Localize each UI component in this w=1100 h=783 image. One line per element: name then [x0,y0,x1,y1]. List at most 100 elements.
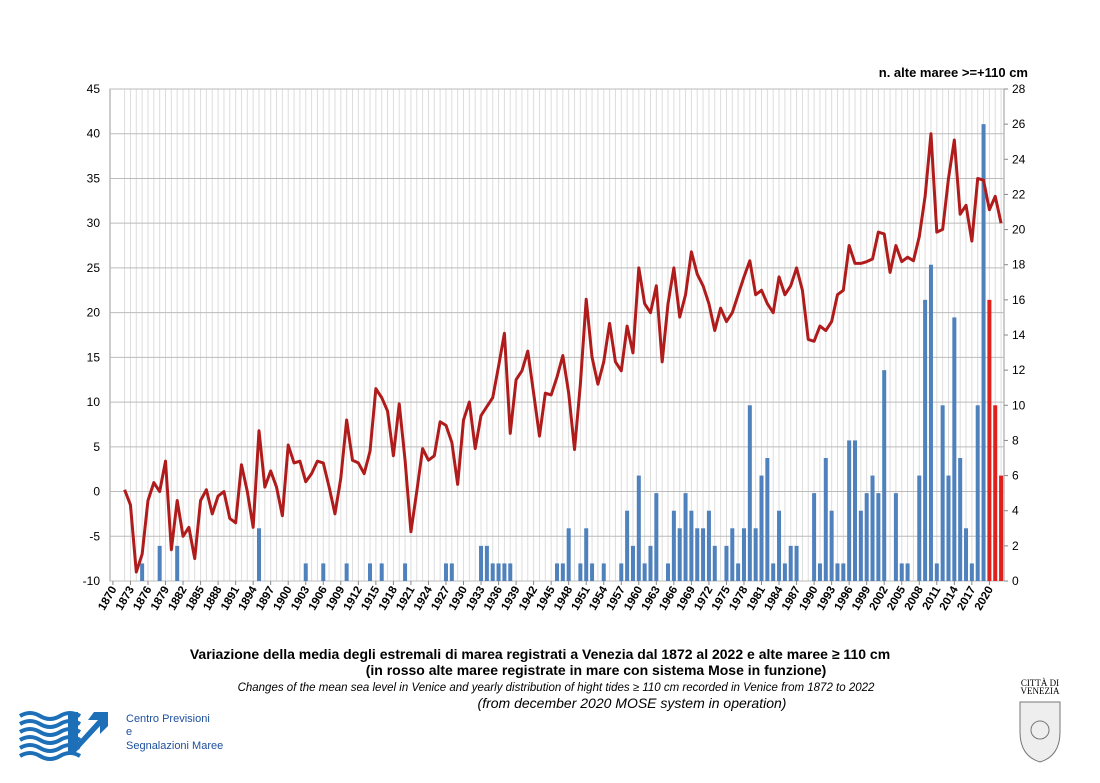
bar [812,493,817,581]
bar [712,545,717,581]
bar [630,545,635,581]
bar [858,510,863,581]
bar [882,370,887,581]
bar [578,563,583,581]
y2-tick-label: 20 [1012,223,1026,237]
bar [303,563,308,581]
bar [899,563,904,581]
bar [619,563,624,581]
bar [765,458,770,581]
logo-text: Centro Previsioni [126,713,210,725]
bar [753,528,758,581]
bar [724,545,729,581]
bar [741,528,746,581]
bar [671,510,676,581]
y2-tick-label: 10 [1012,398,1026,412]
bar [443,563,448,581]
bar [695,528,700,581]
caption: Changes of the mean sea level in Venice … [238,682,875,694]
bar [964,528,969,581]
city-crest-detail [1030,720,1050,740]
bar [449,563,454,581]
y2-tick-label: 14 [1012,328,1026,342]
bar [140,563,145,581]
bar [636,475,641,581]
bar [905,563,910,581]
bar [893,493,898,581]
bar [952,317,957,581]
bar [321,563,326,581]
chart-subtitle: (in rosso alte maree registrate in mare … [366,662,827,678]
bar [759,475,764,581]
bar [502,563,507,581]
chart-title: Variazione della media degli estremali d… [190,646,890,662]
bar [508,563,513,581]
y-tick-label: -5 [89,529,100,543]
logo-text: Segnalazioni Maree [126,740,223,752]
y2-tick-label: 18 [1012,258,1026,272]
bar [841,563,846,581]
bar [642,563,647,581]
y-tick-label: 45 [87,82,101,96]
bar [625,510,630,581]
y-tick-label: 10 [87,395,101,409]
bar [555,563,559,581]
y-tick-label: 5 [93,440,100,454]
y2-tick-label: 24 [1012,152,1026,166]
y-tick-label: 25 [87,261,101,275]
bar [934,563,939,581]
bar [993,405,998,581]
line [123,132,1003,574]
x-tick-label: 2020 [973,585,996,613]
bar [823,458,828,581]
bar [496,563,501,581]
bar [835,563,840,581]
bar [706,510,711,581]
bar [876,493,881,581]
logo-mark [18,711,108,761]
bar [987,299,992,581]
bar [701,528,706,581]
bar [958,458,963,581]
bar [584,528,589,581]
bar [590,563,595,581]
bar [403,563,408,581]
bar [490,563,495,581]
bar [368,563,373,581]
bar [853,440,857,581]
bar [794,545,799,581]
y2-tick-label: 6 [1012,469,1019,483]
bar [175,545,180,581]
bar [782,563,787,581]
bar [677,528,682,581]
bar [666,563,671,581]
y2-tick-label: 28 [1012,82,1026,96]
bar [479,545,484,581]
y2-tick-label: 16 [1012,293,1026,307]
logo-arrow [68,712,108,752]
y-tick-label: 30 [87,216,101,230]
bar [689,510,694,581]
bar [654,493,659,581]
y-tick-label: 20 [87,306,101,320]
bar [946,475,951,581]
bar [975,405,980,581]
y2-tick-label: 0 [1012,574,1019,588]
bar [648,545,653,581]
bar [969,563,974,581]
y2-tick-label: 2 [1012,539,1019,553]
note: (from december 2020 MOSE system in opera… [478,695,787,711]
bar [817,563,822,581]
bar [683,493,688,581]
bar [736,563,741,581]
bar [928,264,933,581]
y-tick-label: 15 [87,350,101,364]
bar [560,563,565,581]
bar [379,563,384,581]
city-crest [1019,701,1061,763]
bar [601,563,606,581]
bar [847,440,852,581]
bar [829,510,834,581]
y2-tick-label: 26 [1012,117,1026,131]
